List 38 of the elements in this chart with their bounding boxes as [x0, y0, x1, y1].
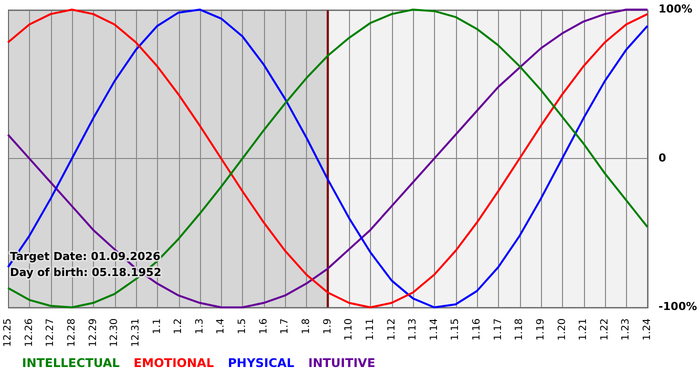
- x-tick-label: 1.24: [642, 318, 654, 341]
- x-tick-label: 1.11: [364, 318, 376, 341]
- x-tick-label: 1.15: [450, 318, 462, 341]
- x-tick-label: 1.5: [237, 318, 248, 334]
- x-tick-label: 1.10: [344, 318, 355, 341]
- x-tick-label: 1.16: [472, 318, 483, 341]
- text: EMOTIONAL: [134, 356, 214, 370]
- x-tick-label: 12.25: [2, 318, 14, 348]
- y-tick-label: 0: [658, 151, 666, 164]
- x-tick-label: 1.14: [428, 318, 440, 341]
- text: INTUITIVE: [308, 356, 376, 370]
- x-tick-label: 1.1: [152, 318, 163, 334]
- x-tick-label: 1.9: [322, 318, 334, 334]
- y-tick-label: 100%: [658, 2, 692, 16]
- x-tick-label: 1.17: [492, 318, 504, 341]
- x-tick-label: 1.2: [173, 318, 184, 334]
- x-tick-label: 1.6: [258, 318, 270, 334]
- x-tick-label: 1.21: [578, 318, 590, 341]
- x-tick-label: 1.12: [386, 318, 398, 341]
- y-tick-label: -100%: [658, 300, 698, 314]
- x-tick-label: 12.29: [88, 318, 99, 348]
- x-tick-label: 12.26: [24, 318, 35, 348]
- x-tick-label: 12.31: [130, 318, 142, 348]
- x-tick-label: 1.8: [301, 318, 312, 334]
- x-tick-label: 1.13: [408, 318, 419, 341]
- x-tick-label: 1.19: [535, 318, 546, 341]
- x-tick-label: 12.30: [109, 318, 120, 348]
- x-tick-label: 1.3: [194, 318, 206, 334]
- x-tick-label: 1.7: [280, 318, 291, 334]
- x-tick-label: 1.18: [514, 318, 526, 341]
- x-tick-label: 1.4: [216, 318, 227, 334]
- x-tick-label: 1.22: [599, 318, 610, 341]
- x-tick-label: 12.28: [66, 318, 78, 348]
- text: INTELLECTUAL: [22, 356, 120, 370]
- x-tick-label: 12.27: [45, 318, 56, 348]
- text: PHYSICAL: [228, 356, 295, 370]
- x-tick-label: 1.23: [620, 318, 632, 341]
- x-tick-label: 1.20: [556, 318, 568, 341]
